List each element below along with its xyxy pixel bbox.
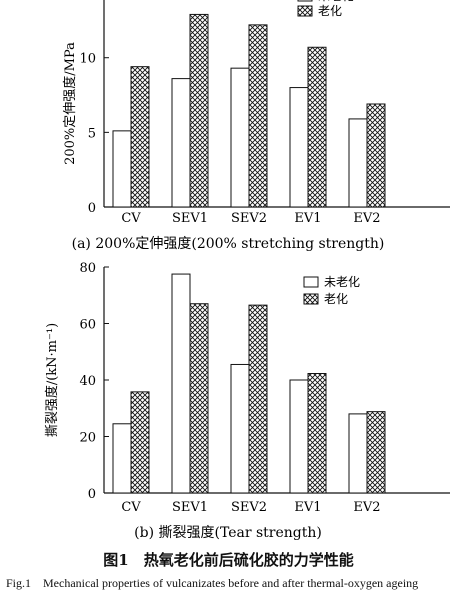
bar-sev2-aged <box>248 304 268 494</box>
y-tick-label: 40 <box>79 374 96 389</box>
bar-cv-aged <box>130 391 150 494</box>
bar-sev2-aged <box>248 24 268 208</box>
bar-sev2-unaged <box>230 363 250 494</box>
x-tick-label: SEV1 <box>172 500 208 515</box>
y-tick-label: 20 <box>79 431 96 446</box>
chart-b: 0 20 40 60 80 CV SEV1 SEV2 EV1 EV2 撕裂强度/(kN·m⁻¹) 未老… <box>44 261 450 541</box>
x-tick-label: CV <box>121 211 141 226</box>
legend-swatch-aged <box>303 293 319 305</box>
x-tick-label: SEV1 <box>172 211 208 226</box>
y-axis-label: 200%定伸强度/MPa <box>62 42 78 165</box>
y-tick-label: 0 <box>88 487 96 502</box>
figure-title-en: Fig.1 Mechanical properties of vulcaniza… <box>6 576 419 590</box>
bar-ev1-aged <box>307 373 327 494</box>
x-tick-label: EV1 <box>294 500 321 515</box>
bar-sev1-unaged <box>171 78 191 208</box>
bar-ev2-unaged <box>348 118 368 208</box>
x-tick-label: EV2 <box>353 500 380 515</box>
legend-label-unaged: 未老化 <box>324 275 360 289</box>
x-tick-label: EV2 <box>353 211 380 226</box>
figure-title-zh: 图1 热氧老化前后硫化胶的力学性能 <box>103 551 354 569</box>
bar-cv-unaged <box>112 130 132 208</box>
bar-cv-aged <box>130 66 150 208</box>
chart-caption: (a) 200%定伸强度(200% stretching strength) <box>72 236 385 252</box>
x-tick-label: SEV2 <box>231 500 267 515</box>
y-tick-label: 5 <box>88 126 96 141</box>
y-tick-label: 80 <box>79 261 96 276</box>
bar-ev2-aged <box>366 411 386 494</box>
legend-label-aged: 老化 <box>318 4 342 18</box>
bar-sev2-unaged <box>230 67 250 208</box>
bar-sev1-unaged <box>171 273 191 494</box>
bar-ev1-aged <box>307 46 327 208</box>
legend-label-unaged: 未老化 <box>318 0 354 3</box>
y-axis-label: 撕裂强度/(kN·m⁻¹) <box>44 323 60 437</box>
bar-ev1-unaged <box>289 379 309 494</box>
bar-sev1-aged <box>189 303 209 494</box>
chart-caption: (b) 撕裂强度(Tear strength) <box>134 525 322 541</box>
x-tick-label: SEV2 <box>231 211 267 226</box>
bar-ev2-unaged <box>348 413 368 494</box>
bar-ev2-aged <box>366 103 386 208</box>
y-tick-label: 0 <box>88 201 96 216</box>
x-tick-label: EV1 <box>294 211 321 226</box>
bar-cv-unaged <box>112 423 132 494</box>
x-tick-label: CV <box>121 500 141 515</box>
legend-swatch-unaged <box>303 276 319 288</box>
legend-label-aged: 老化 <box>324 292 348 306</box>
y-tick-label: 10 <box>79 52 96 67</box>
legend-swatch-aged <box>297 5 313 17</box>
bar-ev1-unaged <box>289 87 309 208</box>
bar-sev1-aged <box>189 13 209 208</box>
y-tick-label: 60 <box>79 318 96 333</box>
legend-swatch-unaged <box>297 0 313 2</box>
